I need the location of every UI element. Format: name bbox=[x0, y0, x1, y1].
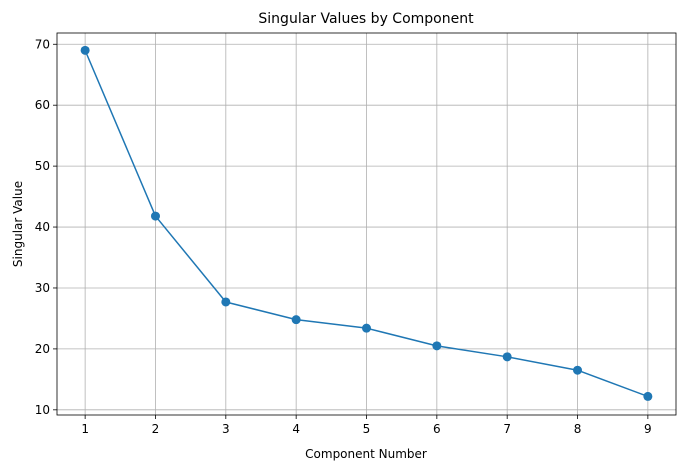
y-tick-label: 50 bbox=[35, 159, 50, 173]
x-axis-ticks: 1 2 3 4 5 6 7 8 9 bbox=[81, 415, 652, 436]
x-tick-label: 2 bbox=[152, 422, 160, 436]
y-axis-ticks: 10 20 30 40 50 60 70 bbox=[35, 37, 57, 417]
x-tick-label: 6 bbox=[433, 422, 441, 436]
data-point-marker bbox=[80, 45, 90, 55]
x-tick-label: 5 bbox=[363, 422, 371, 436]
data-point-marker bbox=[502, 352, 512, 362]
series-layer bbox=[80, 45, 653, 401]
y-axis-label: Singular Value bbox=[11, 181, 25, 267]
x-tick-label: 7 bbox=[503, 422, 511, 436]
y-tick-label: 60 bbox=[35, 98, 50, 112]
x-tick-label: 9 bbox=[644, 422, 652, 436]
y-tick-label: 10 bbox=[35, 403, 50, 417]
chart-title: Singular Values by Component bbox=[258, 11, 474, 27]
y-tick-label: 70 bbox=[35, 37, 50, 51]
data-point-marker bbox=[432, 341, 442, 351]
x-axis-label: Component Number bbox=[305, 447, 427, 461]
x-tick-label: 4 bbox=[292, 422, 300, 436]
x-tick-label: 8 bbox=[574, 422, 582, 436]
y-tick-label: 30 bbox=[35, 281, 50, 295]
data-point-marker bbox=[291, 315, 301, 325]
y-tick-label: 20 bbox=[35, 342, 50, 356]
data-point-marker bbox=[150, 211, 160, 221]
data-point-marker bbox=[362, 323, 371, 333]
grid bbox=[57, 33, 676, 415]
y-tick-label: 40 bbox=[35, 220, 50, 234]
x-tick-label: 3 bbox=[222, 422, 230, 436]
x-tick-label: 1 bbox=[81, 422, 89, 436]
data-point-marker bbox=[573, 365, 583, 375]
data-point-marker bbox=[643, 391, 653, 401]
data-point-marker bbox=[221, 297, 231, 307]
